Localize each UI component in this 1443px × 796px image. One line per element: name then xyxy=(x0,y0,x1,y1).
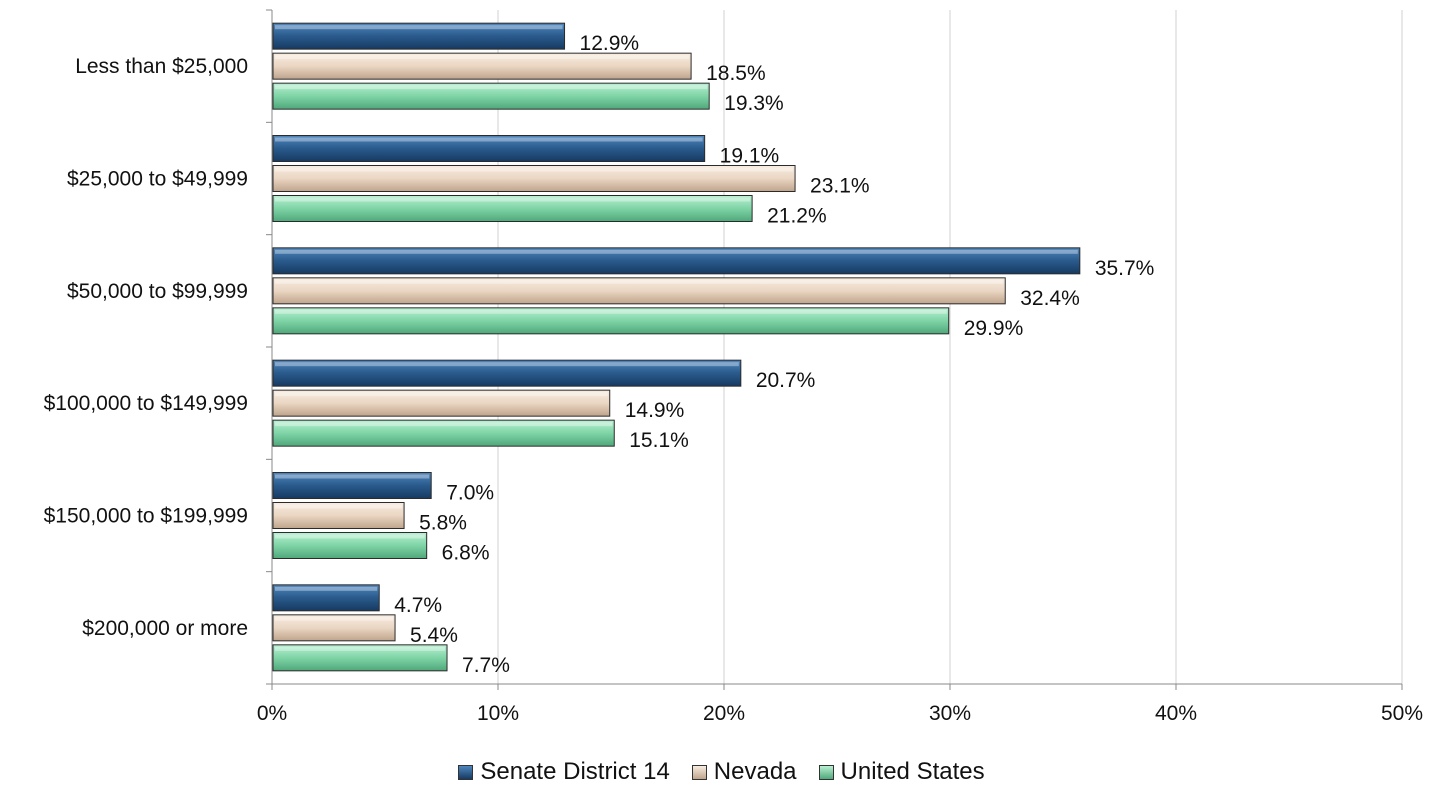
data-label: 4.7% xyxy=(394,594,442,617)
data-label: 29.9% xyxy=(964,317,1024,340)
legend-label: Senate District 14 xyxy=(480,758,670,785)
bar xyxy=(272,82,710,110)
bar-highlight xyxy=(275,646,446,651)
data-label: 23.1% xyxy=(810,175,870,198)
bar xyxy=(272,52,692,80)
bar xyxy=(272,307,950,335)
x-tick-label: 0% xyxy=(257,702,287,725)
x-tick-label: 40% xyxy=(1155,702,1197,725)
bar xyxy=(272,502,405,529)
bar xyxy=(272,195,753,222)
legend-label: United States xyxy=(840,758,985,785)
bar-highlight xyxy=(275,197,751,202)
bar-highlight xyxy=(275,392,608,397)
category-label: $200,000 or more xyxy=(82,617,248,640)
bar xyxy=(272,584,380,612)
data-label: 19.3% xyxy=(724,92,784,115)
data-label: 5.8% xyxy=(419,512,467,535)
bar-highlight xyxy=(275,586,378,591)
bar-highlight xyxy=(275,474,430,479)
bar-highlight xyxy=(275,422,613,427)
x-tick-label: 10% xyxy=(477,702,519,725)
legend-swatch-senate-district-14 xyxy=(458,764,474,780)
bar xyxy=(272,614,396,642)
bar-highlight xyxy=(275,25,563,30)
legend-item-united-states: United States xyxy=(818,758,985,786)
data-label: 5.4% xyxy=(410,624,458,647)
data-label: 15.1% xyxy=(629,429,689,452)
x-tick-label: 20% xyxy=(703,702,745,725)
legend-swatch-united-states xyxy=(818,764,834,780)
data-label: 12.9% xyxy=(580,32,640,55)
x-tick-label: 50% xyxy=(1381,702,1423,725)
data-label: 35.7% xyxy=(1095,257,1155,280)
bar xyxy=(272,644,448,672)
bar xyxy=(272,419,615,447)
bar-highlight xyxy=(275,167,794,172)
legend-item-senate-district-14: Senate District 14 xyxy=(458,758,670,786)
category-label: Less than $25,000 xyxy=(75,55,248,78)
bar-highlight xyxy=(275,616,394,621)
bar xyxy=(272,359,742,387)
category-label: $25,000 to $49,999 xyxy=(67,168,248,191)
bar-highlight xyxy=(275,534,425,539)
data-label: 7.7% xyxy=(462,654,510,677)
data-label: 32.4% xyxy=(1020,287,1080,310)
legend-label: Nevada xyxy=(713,758,797,785)
bar-highlight xyxy=(275,362,739,367)
bar xyxy=(272,472,432,499)
legend: Senate District 14 Nevada United States xyxy=(0,758,1443,786)
bar-highlight xyxy=(275,504,403,509)
data-label: 6.8% xyxy=(442,542,490,565)
bar xyxy=(272,532,428,559)
bar xyxy=(272,389,611,417)
data-label: 19.1% xyxy=(720,145,780,168)
bar-highlight xyxy=(275,309,947,314)
bar xyxy=(272,22,566,50)
bar xyxy=(272,277,1006,305)
bar-highlight xyxy=(275,279,1004,284)
legend-item-nevada: Nevada xyxy=(691,758,797,786)
bar xyxy=(272,247,1081,275)
bar xyxy=(272,135,706,162)
data-label: 18.5% xyxy=(706,62,766,85)
bar-highlight xyxy=(275,85,708,90)
bar-highlight xyxy=(275,249,1078,254)
category-label: $50,000 to $99,999 xyxy=(67,280,248,303)
data-label: 20.7% xyxy=(756,369,816,392)
data-label: 7.0% xyxy=(446,482,494,505)
category-label: $150,000 to $199,999 xyxy=(44,505,248,528)
bar-highlight xyxy=(275,137,703,142)
legend-swatch-nevada xyxy=(691,764,707,780)
x-tick-label: 30% xyxy=(929,702,971,725)
category-label: $100,000 to $149,999 xyxy=(44,392,248,415)
data-label: 21.2% xyxy=(767,205,827,228)
bar xyxy=(272,165,796,192)
bar-highlight xyxy=(275,55,690,60)
data-label: 14.9% xyxy=(625,399,685,422)
